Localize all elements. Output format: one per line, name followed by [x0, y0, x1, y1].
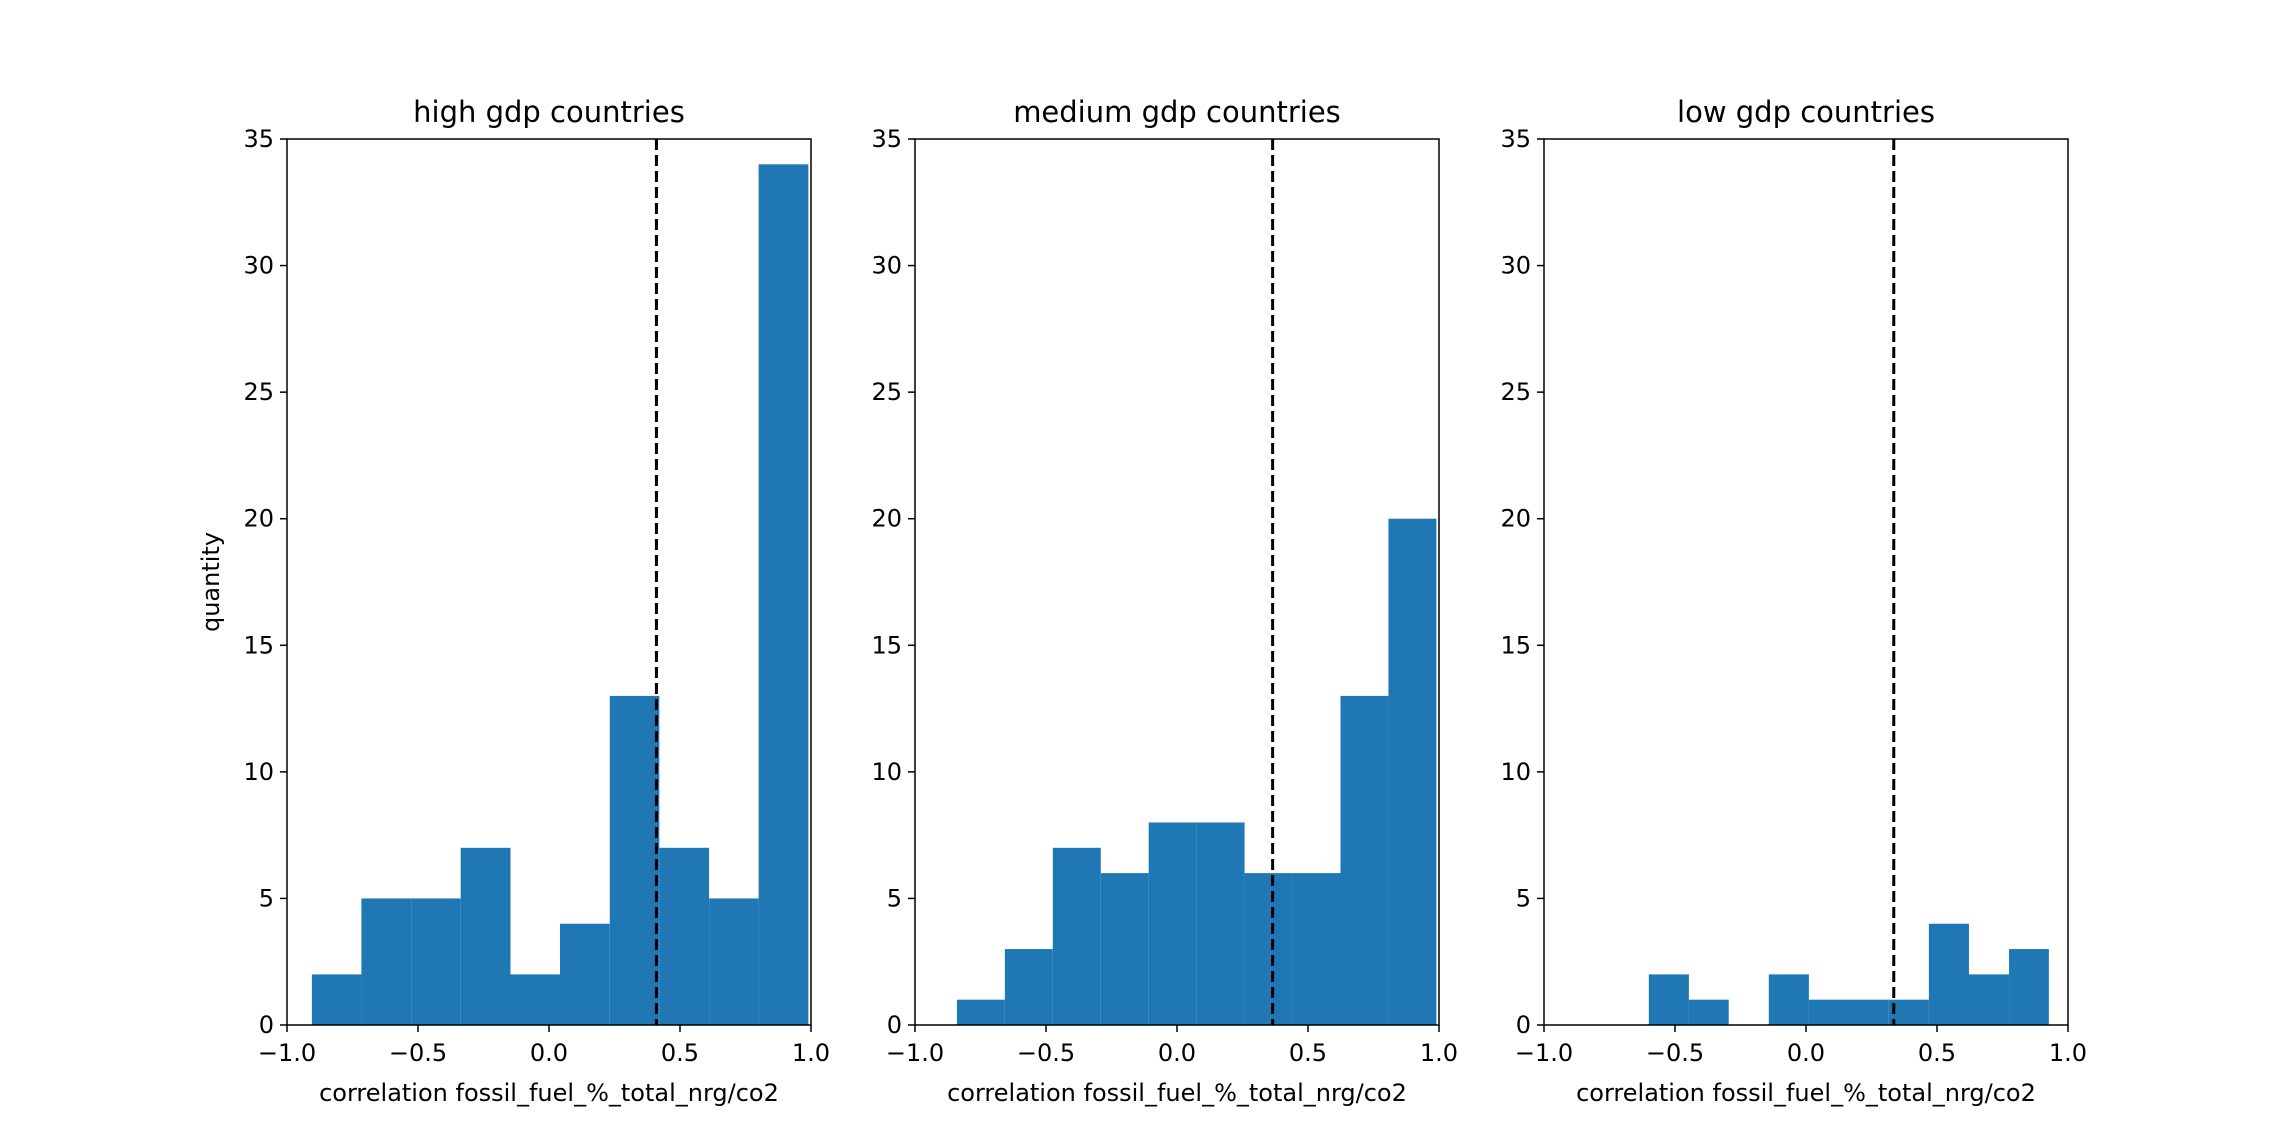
histogram-bar	[1888, 999, 1929, 1025]
x-tick-label: 0.5	[1918, 1039, 1956, 1067]
histogram-bar	[1648, 974, 1689, 1025]
histogram-bar	[1292, 873, 1341, 1025]
histogram-bar	[411, 898, 461, 1025]
histogram-bar	[1244, 873, 1293, 1025]
histogram-bar	[1928, 923, 1969, 1025]
y-tick-label: 35	[1500, 125, 1531, 153]
histogram-bar	[1768, 974, 1809, 1025]
panel-title: low gdp countries	[1677, 95, 1935, 129]
histogram-bar	[1100, 873, 1149, 1025]
x-tick-label: 0.5	[1289, 1039, 1327, 1067]
histogram-bar	[1148, 822, 1197, 1025]
x-axis-label: correlation fossil_fuel_%_total_nrg/co2	[947, 1079, 1407, 1107]
y-tick-label: 30	[1500, 252, 1531, 280]
histogram-bar	[560, 923, 610, 1025]
histogram-bar	[1968, 974, 2010, 1025]
x-tick-label: −1.0	[258, 1039, 316, 1067]
y-tick-label: 5	[259, 884, 274, 912]
histogram-bar	[758, 164, 809, 1026]
panel-title: medium gdp countries	[1013, 95, 1341, 129]
panel-3: −1.0 −0.5 0.0 0.5 1.0 0 5 10 15 20 25 30 35 low gdp c…	[1500, 95, 2087, 1107]
x-tick-label: 0.0	[1158, 1039, 1196, 1067]
y-tick-label: 0	[1516, 1011, 1531, 1039]
histogram-bar	[659, 847, 710, 1025]
y-tick-label: 30	[243, 252, 274, 280]
histogram-bar	[609, 695, 660, 1025]
y-tick-label: 10	[1500, 758, 1531, 786]
histogram-bar	[510, 974, 561, 1025]
y-tick-label: 35	[243, 125, 274, 153]
histogram-bar	[2009, 949, 2049, 1025]
histogram-bar	[311, 974, 362, 1025]
y-tick-label: 15	[871, 631, 902, 659]
y-axis-label: quantity	[197, 532, 225, 632]
y-tick-label: 30	[871, 252, 902, 280]
x-tick-label: 0.5	[661, 1039, 699, 1067]
y-tick-label: 25	[871, 378, 902, 406]
histogram-bar	[1388, 518, 1437, 1025]
histogram-bar	[1808, 999, 1849, 1025]
x-tick-label: −0.5	[1646, 1039, 1704, 1067]
x-tick-label: −1.0	[886, 1039, 944, 1067]
histogram-bar	[709, 898, 759, 1025]
x-tick-label: 1.0	[792, 1039, 830, 1067]
x-tick-label: −1.0	[1515, 1039, 1573, 1067]
histogram-bar	[1004, 949, 1053, 1025]
y-tick-label: 15	[243, 631, 274, 659]
x-tick-label: −0.5	[1017, 1039, 1075, 1067]
y-tick-label: 20	[1500, 505, 1531, 533]
x-tick-label: 1.0	[2049, 1039, 2087, 1067]
y-tick-label: 15	[1500, 631, 1531, 659]
axes-frame	[286, 138, 812, 1026]
y-tick-label: 25	[243, 378, 274, 406]
y-tick-label: 5	[1516, 884, 1531, 912]
y-tick-label: 10	[243, 758, 274, 786]
histogram-bar	[1688, 999, 1729, 1025]
y-tick-label: 5	[887, 884, 902, 912]
panel-2: −1.0 −0.5 0.0 0.5 1.0 0 5 10 15 20 25 30 35 medium gd…	[871, 95, 1458, 1107]
y-tick-label: 0	[259, 1011, 274, 1039]
x-tick-label: 1.0	[1420, 1039, 1458, 1067]
histogram-bar	[1052, 847, 1101, 1025]
x-tick-label: 0.0	[1787, 1039, 1825, 1067]
x-axis-label: correlation fossil_fuel_%_total_nrg/co2	[319, 1079, 779, 1107]
histogram-bar	[1340, 695, 1389, 1025]
histogram-bar	[1196, 822, 1245, 1025]
panel-title: high gdp countries	[413, 95, 685, 129]
y-tick-label: 10	[871, 758, 902, 786]
histogram-bar	[460, 847, 511, 1025]
y-tick-label: 35	[871, 125, 902, 153]
histogram-bar	[361, 898, 412, 1025]
histogram-bar	[956, 999, 1005, 1025]
y-tick-label: 0	[887, 1011, 902, 1039]
panel-1: −1.0 −0.5 0.0 0.5 1.0 0 5 10 15 20 25 30 35 high gdp …	[197, 95, 830, 1107]
axes-frame	[1543, 138, 2069, 1026]
x-tick-label: 0.0	[530, 1039, 568, 1067]
histogram-bar	[1848, 999, 1889, 1025]
y-tick-label: 20	[243, 505, 274, 533]
x-axis-label: correlation fossil_fuel_%_total_nrg/co2	[1576, 1079, 2036, 1107]
y-tick-label: 25	[1500, 378, 1531, 406]
x-tick-label: −0.5	[389, 1039, 447, 1067]
y-tick-label: 20	[871, 505, 902, 533]
